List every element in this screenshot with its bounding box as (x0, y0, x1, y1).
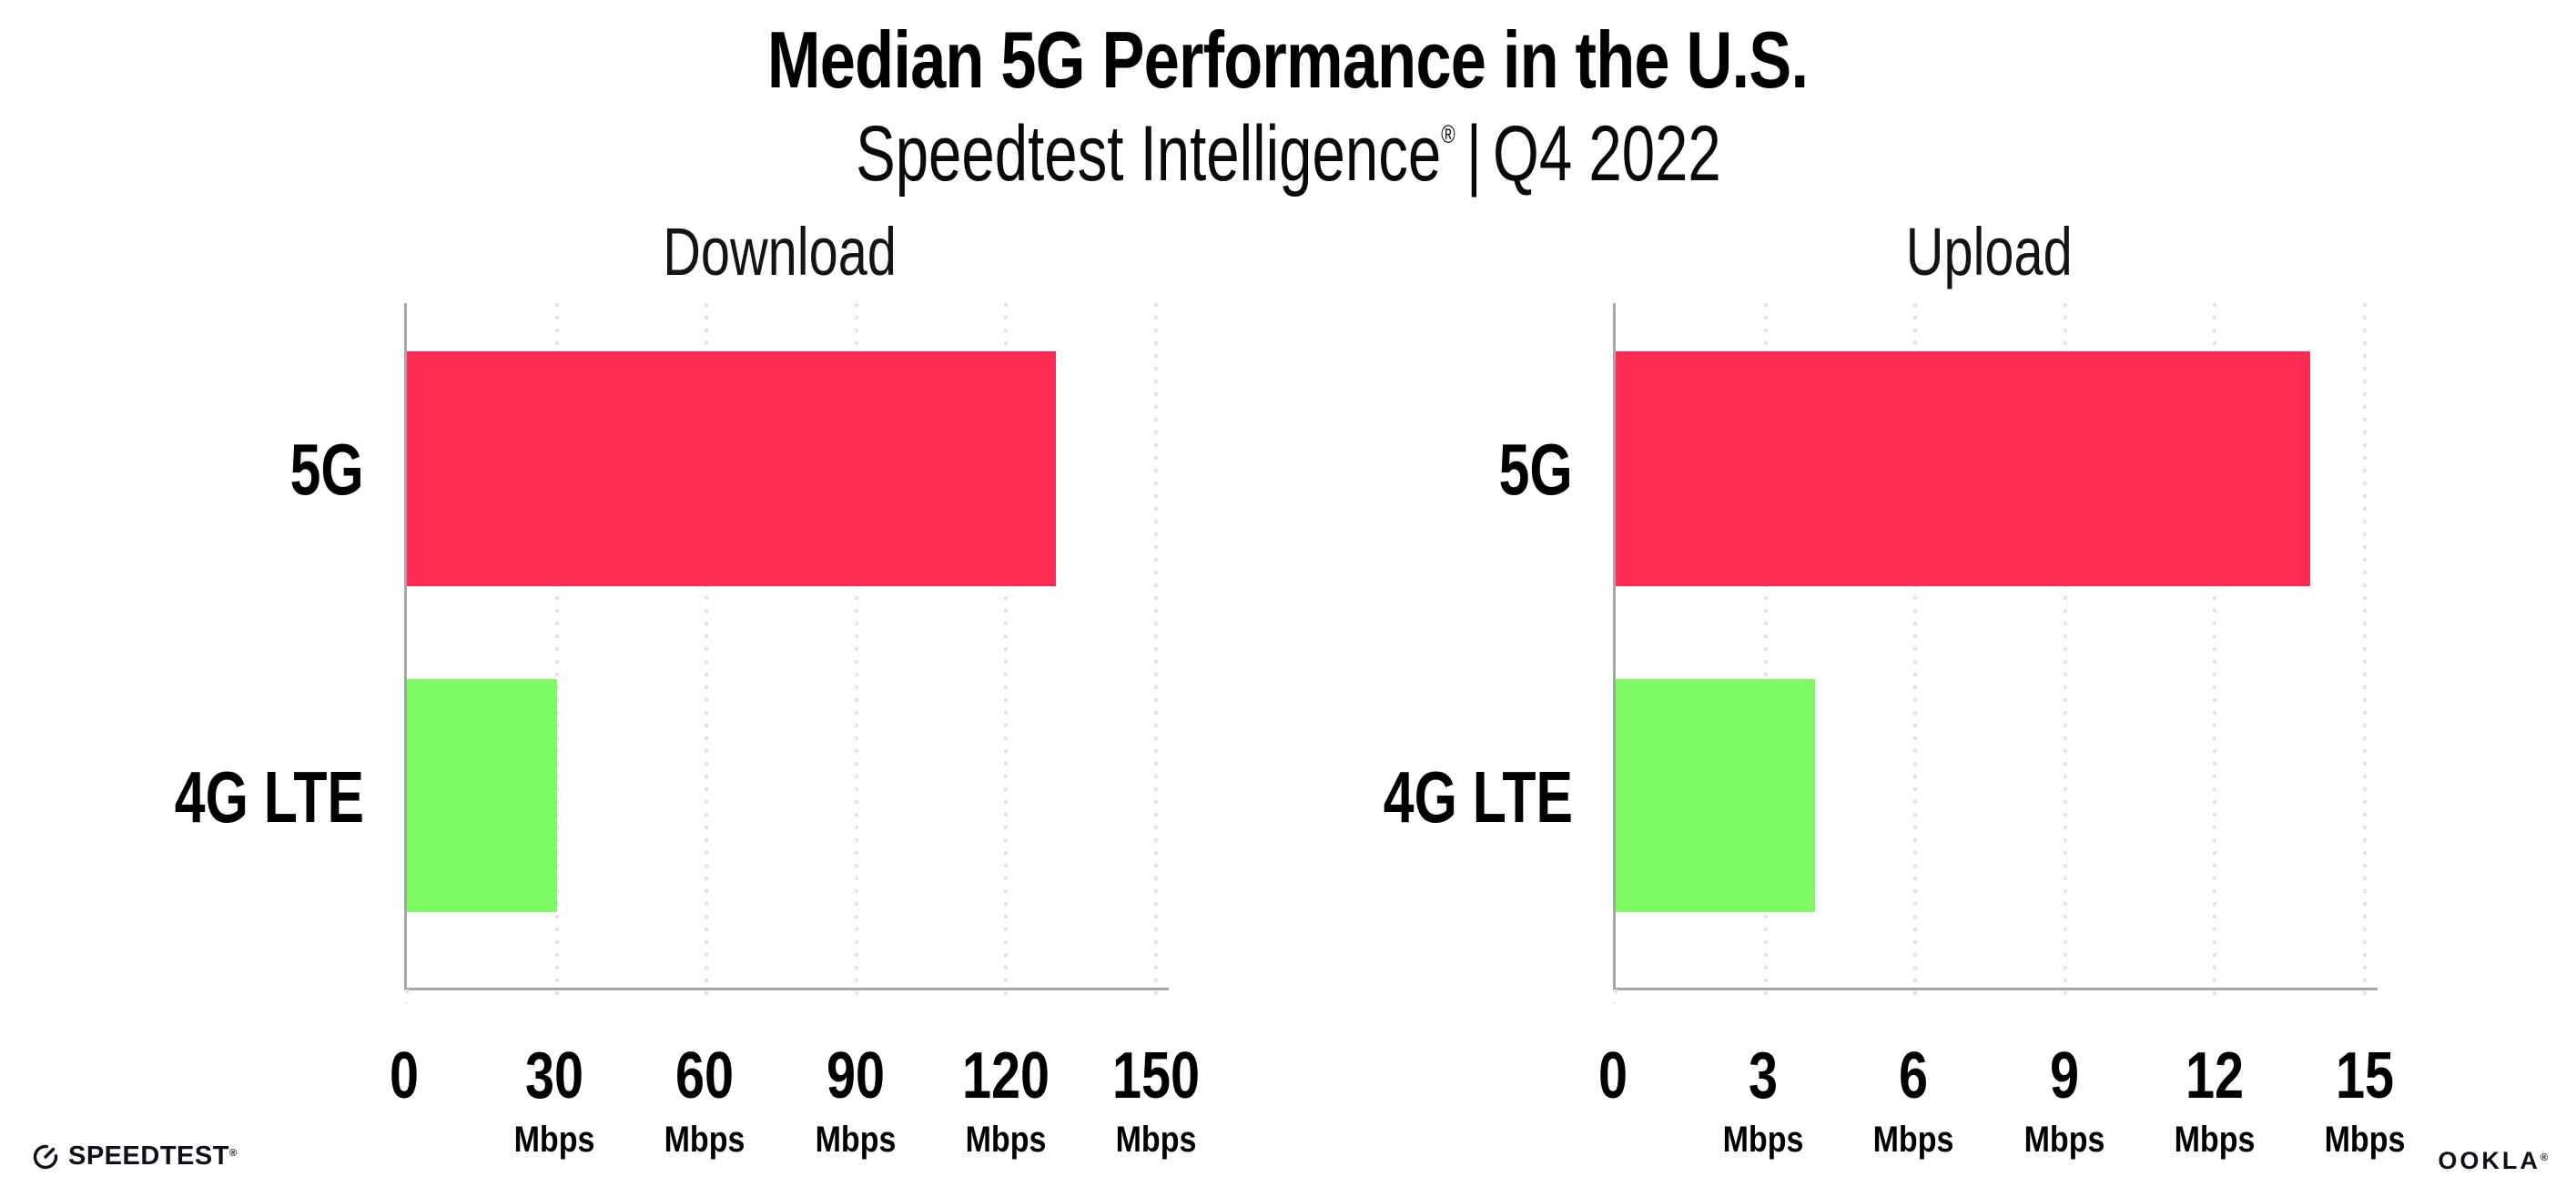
upload-chart-title: Upload (1905, 214, 2073, 289)
y-label-4g-lte: 4G LTE (1383, 756, 1573, 837)
download-plot-area (404, 303, 1169, 1003)
x-tick-unit: Mbps (513, 1120, 595, 1160)
x-tick: 0 (1595, 990, 1631, 1109)
tick-dot (405, 989, 409, 1003)
registered-trademark: ® (1440, 119, 1455, 148)
x-tick-label: 30 (525, 1040, 584, 1112)
upload-plot-area (1613, 303, 2378, 1003)
x-tick: 0 (386, 990, 422, 1109)
speedtest-logo: SPEEDTEST® (31, 1141, 238, 1172)
bar-5g-upload (1616, 350, 2310, 587)
x-tick: 9 Mbps (2016, 990, 2111, 1158)
download-y-axis-labels: 5G 4G LTE (173, 303, 404, 990)
gridline (705, 303, 709, 1003)
download-x-axis: 0 30 Mbps 60 Mbps 90 Mbps 120 Mbps (390, 990, 1200, 1172)
x-tick-unit: Mbps (815, 1120, 896, 1160)
y-label-5g: 5G (1498, 429, 1573, 511)
subtitle-period: Q4 2022 (1492, 110, 1721, 198)
gridline (1154, 303, 1158, 1003)
download-chart-body: 5G 4G LTE (173, 303, 1169, 1003)
ookla-wordmark: OOKLA® (2438, 1147, 2551, 1174)
x-tick-unit: Mbps (965, 1120, 1047, 1160)
gridline (1004, 303, 1009, 1003)
speedtest-gauge-icon (31, 1142, 60, 1172)
gridline (854, 303, 858, 1003)
x-tick-label: 15 (2335, 1040, 2395, 1112)
x-tick-label: 9 (2049, 1040, 2079, 1112)
x-tick-unit: Mbps (2023, 1120, 2104, 1160)
x-tick: 120 Mbps (951, 990, 1060, 1158)
page-subtitle-text: Speedtest Intelligence® | Q4 2022 (856, 115, 1721, 193)
download-chart-title: Download (663, 214, 898, 289)
bar-4g-lte-upload (1616, 678, 1816, 912)
x-tick: 3 Mbps (1716, 990, 1810, 1158)
ookla-logo: OOKLA® (2438, 1147, 2551, 1175)
x-tick: 30 Mbps (507, 990, 602, 1158)
header: Median 5G Performance in the U.S. Speedt… (0, 20, 2576, 194)
x-tick: 12 Mbps (2167, 990, 2262, 1158)
y-label-5g: 5G (289, 429, 364, 511)
x-tick-label: 60 (675, 1040, 735, 1112)
x-tick-unit: Mbps (1115, 1120, 1197, 1160)
upload-y-axis-labels: 5G 4G LTE (1382, 303, 1613, 990)
x-tick-label: 3 (1749, 1040, 1779, 1112)
x-tick: 15 Mbps (2317, 990, 2412, 1158)
upload-x-axis: 0 3 Mbps 6 Mbps 9 Mbps 12 Mbps (1598, 990, 2405, 1172)
gridline (1913, 303, 1918, 1003)
page-title: Median 5G Performance in the U.S. (0, 20, 2576, 100)
download-chart: Download 5G 4G LTE (173, 214, 1200, 1172)
x-tick: 90 Mbps (807, 990, 902, 1158)
x-tick-unit: Mbps (2174, 1120, 2256, 1160)
y-label-4g-lte: 4G LTE (174, 756, 364, 837)
gridline (554, 303, 559, 1003)
x-tick-label: 6 (1899, 1040, 1929, 1112)
registered-trademark: ® (228, 1148, 238, 1159)
registered-trademark: ® (2540, 1152, 2551, 1163)
speedtest-wordmark: SPEEDTEST® (68, 1141, 238, 1171)
x-tick-label: 150 (1111, 1040, 1201, 1112)
x-tick-unit: Mbps (1722, 1120, 1804, 1160)
tick-dot (1614, 989, 1618, 1003)
charts-row: Download 5G 4G LTE (0, 218, 2576, 1172)
upload-chart: Upload 5G 4G LTE (1382, 214, 2406, 1172)
x-tick-unit: Mbps (664, 1120, 745, 1160)
gridline (1763, 303, 1768, 1003)
gridline (2363, 303, 2367, 1003)
page-title-text: Median 5G Performance in the U.S. (767, 15, 1809, 105)
x-tick-label: 12 (2185, 1040, 2244, 1112)
x-tick-label: 0 (389, 1040, 420, 1112)
x-tick-label: 120 (961, 1040, 1050, 1112)
x-tick: 150 Mbps (1101, 990, 1211, 1158)
x-tick-label: 90 (826, 1040, 885, 1112)
gridline (2213, 303, 2217, 1003)
subtitle-brand: Speedtest Intelligence (855, 110, 1441, 198)
upload-chart-body: 5G 4G LTE (1382, 303, 2378, 1003)
x-tick-unit: Mbps (2324, 1120, 2406, 1160)
gridline (2063, 303, 2067, 1003)
x-tick-unit: Mbps (1873, 1120, 1954, 1160)
page-subtitle: Speedtest Intelligence® | Q4 2022 (0, 115, 2576, 193)
x-tick-label: 0 (1597, 1040, 1628, 1112)
subtitle-separator: | (1465, 110, 1482, 198)
bar-4g-lte-download (407, 678, 557, 912)
bar-5g-download (407, 350, 1057, 587)
x-tick: 6 Mbps (1866, 990, 1961, 1158)
x-tick: 60 Mbps (657, 990, 752, 1158)
